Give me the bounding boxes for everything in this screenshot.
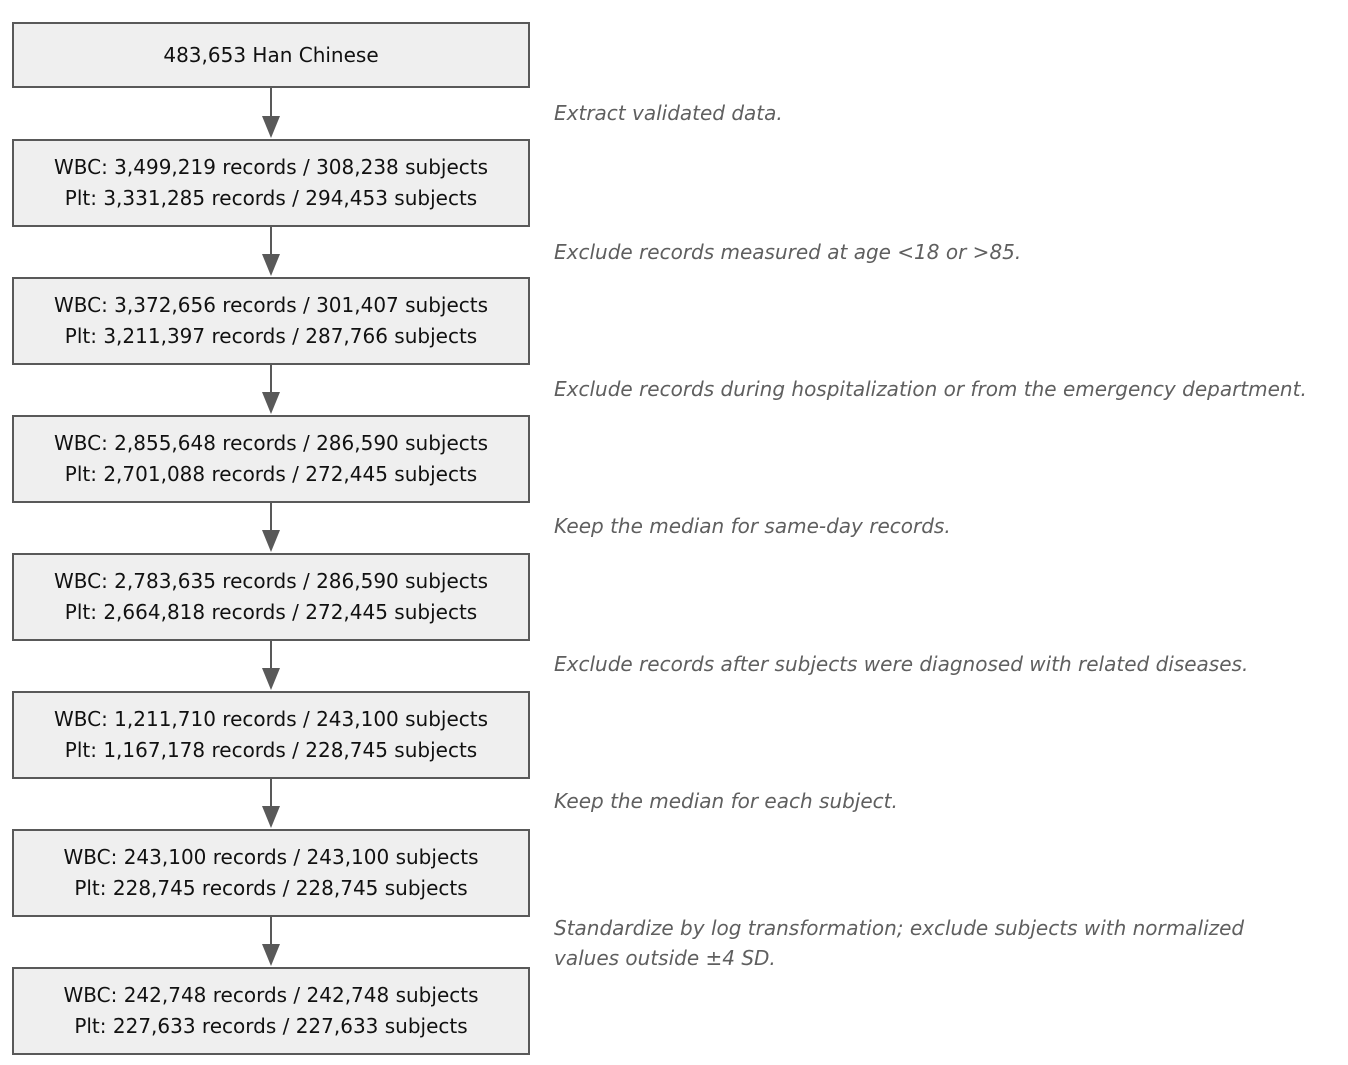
transition-note-line: Extract validated data.	[554, 101, 783, 125]
step-box-line: WBC: 3,499,219 records / 308,238 subject…	[53, 155, 489, 179]
step-box-8: WBC: 242,748 records / 242,748 subjects …	[12, 967, 530, 1055]
step-box-line: Plt: 3,331,285 records / 294,453 subject…	[64, 186, 478, 210]
step-box-line: WBC: 242,748 records / 242,748 subjects	[63, 983, 479, 1007]
step-box-line: WBC: 2,783,635 records / 286,590 subject…	[53, 569, 489, 593]
transition-note-line: Keep the median for same-day records.	[554, 514, 951, 538]
step-box-7: WBC: 243,100 records / 243,100 subjects …	[12, 829, 530, 917]
arrow-3-4	[262, 365, 280, 414]
arrow-5-6	[262, 641, 280, 690]
arrow-7-8	[262, 917, 280, 966]
transition-note-line: Keep the median for each subject.	[554, 789, 898, 813]
step-box-3: WBC: 3,372,656 records / 301,407 subject…	[12, 277, 530, 365]
step-box-line: Plt: 3,211,397 records / 287,766 subject…	[64, 324, 478, 348]
transition-note-4: Keep the median for same-day records.	[554, 511, 1334, 541]
step-box-5: WBC: 2,783,635 records / 286,590 subject…	[12, 553, 530, 641]
step-box-line: Plt: 228,745 records / 228,745 subjects	[74, 876, 468, 900]
transition-note-line: Standardize by log transformation; exclu…	[554, 916, 1245, 940]
transition-note-line: Exclude records during hospitalization o…	[554, 377, 1307, 401]
step-box-line: Plt: 227,633 records / 227,633 subjects	[74, 1014, 468, 1038]
transition-note-line: values outside ±4 SD.	[554, 946, 776, 970]
transition-note-6: Keep the median for each subject.	[554, 786, 1334, 816]
transition-note-1: Extract validated data.	[554, 98, 1334, 128]
step-box-line: WBC: 1,211,710 records / 243,100 subject…	[53, 707, 489, 731]
arrow-4-5	[262, 503, 280, 552]
step-box-line: WBC: 3,372,656 records / 301,407 subject…	[53, 293, 489, 317]
arrow-6-7	[262, 779, 280, 828]
step-box-line: Plt: 2,664,818 records / 272,445 subject…	[64, 600, 478, 624]
transition-note-7: Standardize by log transformation; exclu…	[554, 913, 1334, 973]
step-box-line: Plt: 2,701,088 records / 272,445 subject…	[64, 462, 478, 486]
arrow-1-2	[262, 88, 280, 138]
step-box-2: WBC: 3,499,219 records / 308,238 subject…	[12, 139, 530, 227]
transition-note-line: Exclude records measured at age <18 or >…	[554, 240, 1022, 264]
transition-note-5: Exclude records after subjects were diag…	[554, 649, 1334, 679]
arrow-2-3	[262, 227, 280, 276]
step-box-1: 483,653 Han Chinese	[12, 22, 530, 88]
step-box-line: WBC: 243,100 records / 243,100 subjects	[63, 845, 479, 869]
step-box-line: Plt: 1,167,178 records / 228,745 subject…	[64, 738, 478, 762]
transition-note-3: Exclude records during hospitalization o…	[554, 374, 1334, 404]
transition-note-2: Exclude records measured at age <18 or >…	[554, 237, 1334, 267]
transition-note-line: Exclude records after subjects were diag…	[554, 652, 1249, 676]
step-box-line: WBC: 2,855,648 records / 286,590 subject…	[53, 431, 489, 455]
step-box-4: WBC: 2,855,648 records / 286,590 subject…	[12, 415, 530, 503]
step-box-6: WBC: 1,211,710 records / 243,100 subject…	[12, 691, 530, 779]
step-box-line: 483,653 Han Chinese	[163, 42, 379, 67]
